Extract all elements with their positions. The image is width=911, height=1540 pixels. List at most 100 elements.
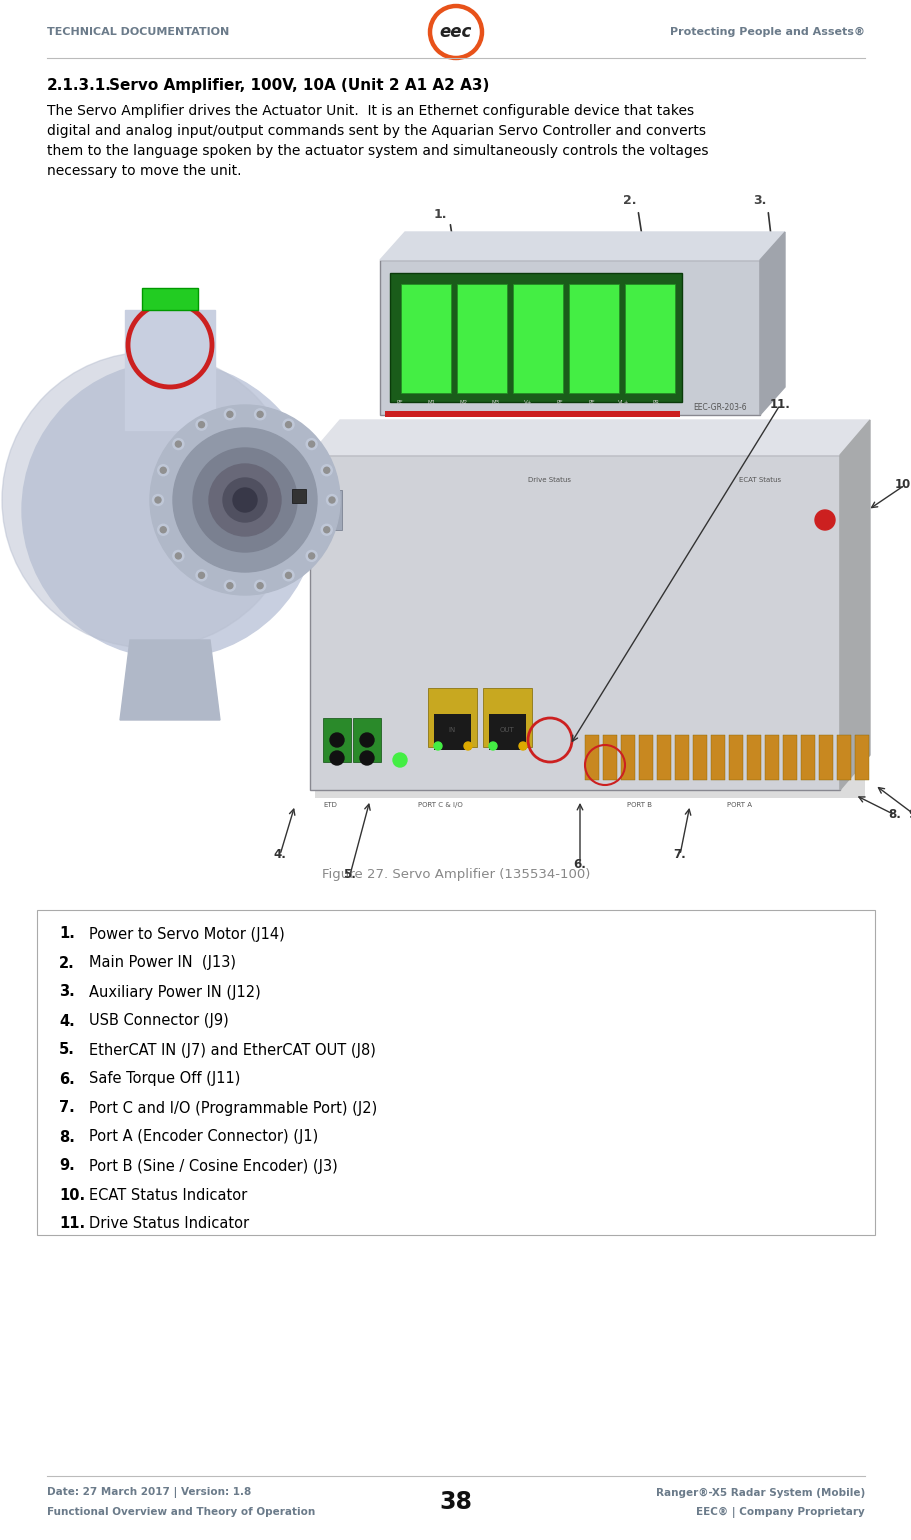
Polygon shape [839, 420, 869, 790]
Circle shape [360, 733, 374, 747]
FancyBboxPatch shape [854, 735, 868, 779]
FancyBboxPatch shape [602, 735, 617, 779]
FancyBboxPatch shape [427, 688, 476, 747]
Circle shape [199, 422, 204, 428]
Circle shape [175, 553, 181, 559]
Text: 2.: 2. [59, 955, 75, 970]
Circle shape [306, 439, 317, 450]
Text: 2.: 2. [622, 194, 636, 206]
Circle shape [155, 497, 161, 504]
FancyBboxPatch shape [728, 735, 742, 779]
FancyBboxPatch shape [746, 735, 760, 779]
Circle shape [306, 550, 317, 562]
FancyBboxPatch shape [711, 735, 724, 779]
Text: PE: PE [556, 400, 563, 405]
Circle shape [257, 582, 262, 588]
Text: 11.: 11. [769, 399, 790, 411]
FancyBboxPatch shape [783, 735, 796, 779]
Circle shape [224, 581, 235, 591]
FancyBboxPatch shape [434, 715, 470, 750]
Text: The Servo Amplifier drives the Actuator Unit.  It is an Ethernet configurable de: The Servo Amplifier drives the Actuator … [47, 105, 693, 119]
FancyBboxPatch shape [620, 735, 634, 779]
Polygon shape [120, 641, 220, 721]
Circle shape [308, 440, 314, 447]
Circle shape [160, 527, 166, 533]
Circle shape [323, 467, 330, 473]
Text: 8.: 8. [887, 808, 900, 821]
Text: M3: M3 [491, 400, 499, 405]
Text: 11.: 11. [59, 1217, 85, 1232]
Circle shape [321, 465, 332, 476]
FancyBboxPatch shape [390, 273, 681, 402]
Circle shape [360, 752, 374, 765]
Circle shape [158, 465, 169, 476]
Circle shape [209, 464, 281, 536]
FancyBboxPatch shape [37, 910, 874, 1235]
FancyBboxPatch shape [800, 735, 814, 779]
Text: USB Connector (J9): USB Connector (J9) [89, 1013, 229, 1029]
FancyBboxPatch shape [692, 735, 706, 779]
FancyBboxPatch shape [568, 283, 619, 393]
Text: M2: M2 [459, 400, 467, 405]
FancyBboxPatch shape [322, 718, 351, 762]
Circle shape [257, 411, 262, 417]
Text: Port B (Sine / Cosine Encoder) (J3): Port B (Sine / Cosine Encoder) (J3) [89, 1158, 337, 1173]
Polygon shape [759, 233, 784, 414]
Circle shape [149, 405, 340, 594]
Circle shape [308, 553, 314, 559]
FancyBboxPatch shape [483, 688, 531, 747]
Text: 10.: 10. [894, 479, 911, 491]
Circle shape [2, 353, 298, 648]
Text: VL+: VL+ [618, 400, 630, 405]
Text: M1: M1 [427, 400, 435, 405]
Text: Port C and I/O (Programmable Port) (J2): Port C and I/O (Programmable Port) (J2) [89, 1101, 377, 1115]
FancyBboxPatch shape [639, 735, 652, 779]
FancyBboxPatch shape [353, 718, 381, 762]
Text: V+: V+ [523, 400, 532, 405]
Text: 3.: 3. [752, 194, 766, 206]
Text: Ranger®-X5 Radar System (Mobile): Ranger®-X5 Radar System (Mobile) [655, 1488, 864, 1498]
Text: 5.: 5. [343, 869, 356, 881]
Circle shape [282, 570, 293, 581]
Text: 7.: 7. [59, 1101, 75, 1115]
Text: 4.: 4. [273, 849, 286, 861]
FancyBboxPatch shape [488, 715, 526, 750]
Circle shape [22, 362, 318, 658]
Text: 10.: 10. [59, 1187, 85, 1203]
Polygon shape [380, 233, 784, 260]
Circle shape [152, 494, 163, 505]
FancyBboxPatch shape [674, 735, 688, 779]
FancyBboxPatch shape [512, 283, 562, 393]
Text: Protecting People and Assets®: Protecting People and Assets® [670, 28, 864, 37]
Circle shape [227, 411, 232, 417]
FancyBboxPatch shape [314, 454, 864, 798]
FancyBboxPatch shape [818, 735, 832, 779]
Circle shape [173, 428, 317, 571]
FancyBboxPatch shape [384, 411, 680, 417]
Text: Servo Amplifier, 100V, 10A (Unit 2 A1 A2 A3): Servo Amplifier, 100V, 10A (Unit 2 A1 A2… [109, 79, 489, 92]
FancyBboxPatch shape [401, 283, 451, 393]
FancyBboxPatch shape [624, 283, 674, 393]
FancyBboxPatch shape [456, 283, 507, 393]
Text: 1.: 1. [433, 208, 446, 222]
Circle shape [173, 439, 184, 450]
Circle shape [814, 510, 834, 530]
Text: 1.: 1. [59, 927, 75, 941]
Text: digital and analog input/output commands sent by the Aquarian Servo Controller a: digital and analog input/output commands… [47, 125, 705, 139]
Text: PORT B: PORT B [627, 802, 651, 808]
Circle shape [326, 494, 337, 505]
Circle shape [323, 527, 330, 533]
Circle shape [193, 448, 297, 551]
Circle shape [232, 488, 257, 511]
Circle shape [223, 477, 267, 522]
Text: eec: eec [439, 23, 472, 42]
Text: 9.: 9. [59, 1158, 75, 1173]
Text: EtherCAT IN (J7) and EtherCAT OUT (J8): EtherCAT IN (J7) and EtherCAT OUT (J8) [89, 1043, 375, 1058]
Circle shape [173, 550, 184, 562]
Text: PORT A: PORT A [727, 802, 752, 808]
Text: Power to Servo Motor (J14): Power to Servo Motor (J14) [89, 927, 284, 941]
Circle shape [158, 524, 169, 536]
Text: Port A (Encoder Connector) (J1): Port A (Encoder Connector) (J1) [89, 1129, 318, 1144]
Text: 4.: 4. [59, 1013, 75, 1029]
Circle shape [254, 581, 265, 591]
